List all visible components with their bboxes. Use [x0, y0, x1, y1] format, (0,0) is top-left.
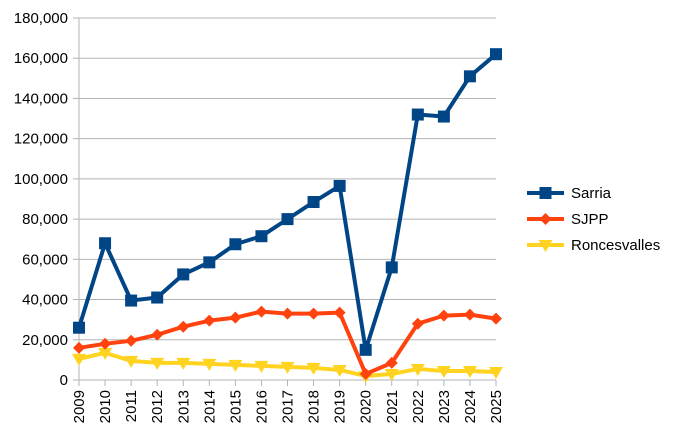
- x-tick-label: 2013: [175, 390, 192, 423]
- data-point: [307, 307, 320, 320]
- x-tick-label: 2017: [280, 390, 297, 423]
- x-tick-label: 2022: [410, 390, 427, 423]
- legend-swatch-marker: [539, 187, 552, 199]
- x-tick-label: 2025: [488, 390, 505, 423]
- x-tick-label: 2019: [332, 390, 349, 423]
- legend-item-sarria: Sarria: [527, 185, 612, 202]
- legend-item-sjpp: SJPP: [527, 211, 609, 228]
- data-point: [281, 213, 294, 226]
- y-tick-label: 140,000: [14, 90, 68, 107]
- data-point: [177, 320, 190, 333]
- y-tick-label: 0: [60, 372, 68, 389]
- x-tick-label: 2010: [97, 390, 114, 423]
- data-point: [436, 365, 451, 378]
- data-point: [332, 364, 347, 377]
- legend-label: Roncesvalles: [571, 237, 660, 254]
- data-point: [333, 306, 346, 319]
- y-tick-label: 40,000: [22, 292, 68, 309]
- data-point: [176, 357, 191, 370]
- data-point: [437, 110, 450, 123]
- data-point: [151, 291, 164, 304]
- x-tick-label: 2018: [306, 390, 323, 423]
- gridlines: [79, 17, 496, 341]
- legend-item-roncesvalles: Roncesvalles: [527, 237, 660, 254]
- y-tick-label: 180,000: [14, 10, 68, 27]
- data-point: [384, 368, 399, 381]
- data-point: [73, 341, 85, 354]
- axes: [78, 18, 496, 386]
- data-point: [359, 367, 372, 380]
- data-point: [73, 321, 85, 334]
- data-point: [229, 238, 242, 251]
- data-point: [463, 308, 476, 321]
- data-point: [410, 363, 425, 376]
- data-point: [359, 343, 372, 356]
- y-tick-label: 20,000: [22, 332, 68, 349]
- data-point: [385, 261, 398, 274]
- series-roncesvalles: [72, 347, 503, 383]
- x-tick-label: 2012: [149, 390, 166, 423]
- x-tick-label: 2023: [436, 390, 453, 423]
- data-point: [203, 314, 216, 327]
- data-point: [99, 237, 112, 250]
- data-point: [255, 305, 268, 318]
- data-point: [411, 108, 424, 121]
- y-tick-label: 160,000: [14, 50, 68, 67]
- data-point: [150, 357, 165, 370]
- legend-label: Sarria: [571, 185, 612, 202]
- data-point: [229, 311, 242, 324]
- data-point: [255, 230, 268, 243]
- x-tick-label: 2015: [227, 390, 244, 423]
- data-point: [437, 309, 450, 322]
- data-point: [281, 307, 294, 320]
- x-tick-label: 2021: [384, 390, 401, 423]
- y-tick-label: 60,000: [22, 251, 68, 268]
- series-sarria: [73, 48, 502, 356]
- x-tick-label: 2016: [253, 390, 270, 423]
- data-point: [254, 360, 269, 373]
- data-point: [307, 196, 320, 209]
- x-tick-label: 2011: [123, 390, 140, 422]
- data-point: [463, 70, 476, 83]
- data-point: [490, 312, 502, 325]
- legend: Sarria SJPP Roncesvalles: [527, 185, 660, 254]
- data-point: [177, 268, 190, 281]
- data-point: [98, 347, 113, 360]
- data-point: [306, 362, 321, 375]
- x-tick-label: 2009: [71, 390, 88, 423]
- x-tick-label: 2014: [201, 390, 218, 423]
- legend-swatch-marker: [538, 240, 553, 252]
- data-point: [151, 328, 164, 341]
- data-point: [124, 355, 139, 368]
- data-point: [280, 361, 295, 374]
- y-tick-label: 100,000: [14, 171, 68, 188]
- legend-label: SJPP: [571, 211, 609, 228]
- data-point: [385, 356, 398, 369]
- series-sjpp: [73, 305, 502, 380]
- data-point: [125, 334, 138, 347]
- data-point: [202, 358, 217, 371]
- y-axis-ticks: 0 20,000 40,000 60,000 80,000 100,000 120,000 1…: [14, 10, 79, 389]
- data-point: [72, 353, 86, 366]
- data-point: [99, 337, 112, 350]
- data-point: [203, 256, 216, 269]
- data-point: [411, 317, 424, 330]
- x-tick-label: 2020: [358, 390, 375, 423]
- x-tick-label: 2024: [462, 390, 479, 423]
- series-lines: [72, 48, 503, 383]
- legend-swatch-marker: [539, 213, 552, 225]
- data-point: [228, 359, 243, 372]
- data-point: [490, 48, 502, 61]
- y-tick-label: 80,000: [22, 211, 68, 228]
- data-point: [462, 365, 477, 378]
- x-axis-ticks: 2009 2010 2011 2012 2013 2014 2015 2016 2017 2018…: [71, 380, 505, 423]
- y-tick-label: 120,000: [14, 131, 68, 148]
- data-point: [489, 366, 503, 379]
- data-point: [125, 294, 138, 307]
- data-point: [333, 179, 346, 192]
